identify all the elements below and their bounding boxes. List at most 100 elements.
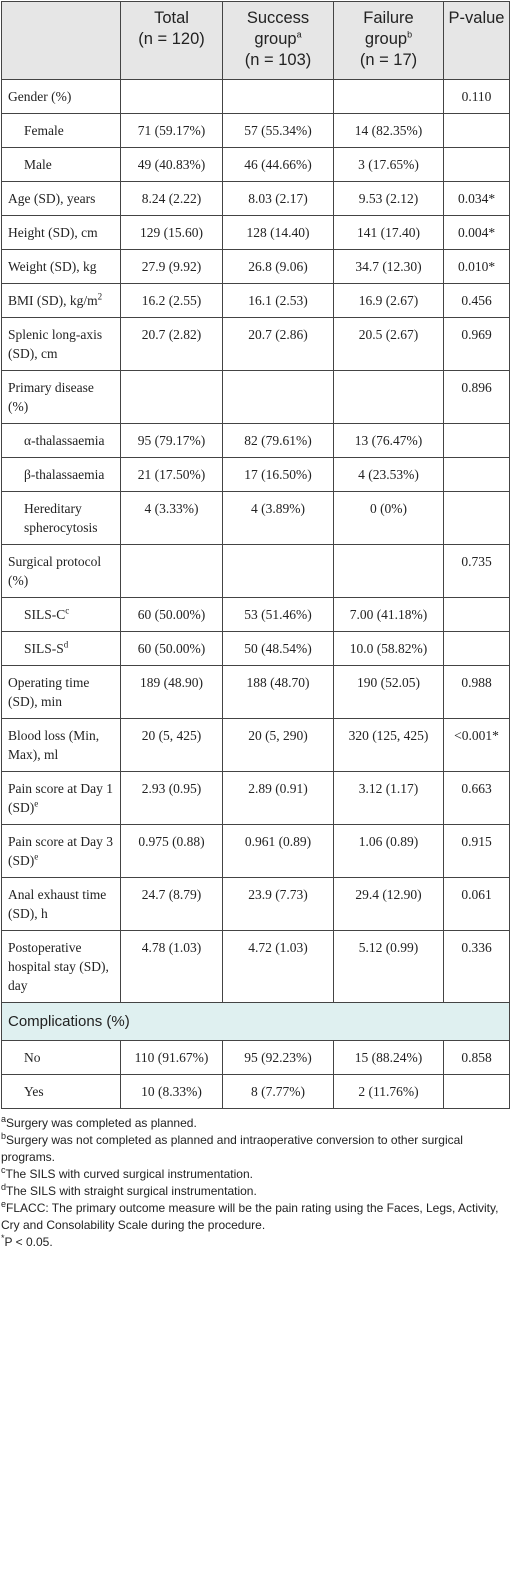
row-label: SILS-Sd — [1, 631, 121, 666]
cell-value: 0.034* — [457, 191, 496, 206]
footnote-text: P < 0.05. — [4, 1235, 53, 1249]
row-label: No — [1, 1040, 121, 1075]
table-row: Female 71 (59.17%) 57 (55.34%) 14 (82.35%) — [1, 113, 510, 148]
cell-value: 0.975 (0.88) — [138, 834, 205, 849]
cell: 20.5 (2.67) — [333, 317, 444, 371]
label-text: SILS-C — [24, 607, 66, 622]
table-row: Hereditary spherocytosis 4 (3.33%) 4 (3.89… — [1, 491, 510, 545]
label-sup: 2 — [97, 291, 103, 302]
label-text: Height (SD), cm — [8, 225, 98, 240]
cell-value: 0 (0%) — [369, 501, 408, 516]
table-row: Weight (SD), kg 27.9 (9.92) 26.8 (9.06) 34.… — [1, 249, 510, 284]
cell: 8.03 (2.17) — [222, 181, 334, 216]
cell-value: 2.89 (0.91) — [248, 781, 308, 796]
cell: 190 (52.05) — [333, 665, 444, 719]
cell: 10 (8.33%) — [120, 1074, 223, 1109]
cell-value: 4.72 (1.03) — [248, 940, 308, 955]
header-sup: b — [407, 29, 413, 40]
cell-value: 24.7 (8.79) — [141, 887, 202, 902]
label-text: Yes — [24, 1084, 44, 1099]
cell-value: 60 (50.00%) — [137, 607, 206, 622]
label-text: Surgical protocol (%) — [8, 554, 102, 588]
cell — [443, 113, 510, 148]
cell — [443, 147, 510, 182]
cell-value: 71 (59.17%) — [137, 123, 206, 138]
cell: 4.78 (1.03) — [120, 930, 223, 1003]
row-label: Height (SD), cm — [1, 215, 121, 250]
table-row: Splenic long-axis (SD), cm 20.7 (2.82) 20.… — [1, 317, 510, 371]
table-row: BMI (SD), kg/m2 16.2 (2.55) 16.1 (2.53) 16.… — [1, 283, 510, 318]
cell: <0.001* — [443, 718, 510, 772]
cell-value: 60 (50.00%) — [137, 641, 206, 656]
cell: 4 (3.89%) — [222, 491, 334, 545]
cell: 0.110 — [443, 79, 510, 114]
cell — [333, 370, 444, 424]
cell: 16.9 (2.67) — [333, 283, 444, 318]
table-row: β-thalassaemia 21 (17.50%) 17 (16.50%) 4 (2… — [1, 457, 510, 492]
row-label: Female — [1, 113, 121, 148]
label-text: Pain score at Day 3 (SD) — [8, 834, 113, 868]
table-body: Gender (%) 0.110 Female 71 (59.17%) 57 (55.3… — [1, 79, 510, 1109]
cell: 0.915 — [443, 824, 510, 878]
header-row: Total (n = 120) Success groupa (n = 103) Fai… — [1, 1, 510, 80]
footnote: *P < 0.05. — [1, 1234, 513, 1251]
row-label: Yes — [1, 1074, 121, 1109]
cell-value: 0.061 — [461, 887, 492, 902]
table-row: Pain score at Day 3 (SD)e 0.975 (0.88) 0.9… — [1, 824, 510, 878]
cell — [443, 631, 510, 666]
label-text: BMI (SD), kg/m — [8, 293, 98, 308]
cell: 0.010* — [443, 249, 510, 284]
label-text: Postoperative hospital stay (SD), day — [8, 940, 109, 993]
cell-value: 53 (51.46%) — [244, 607, 312, 622]
cell-value: 34.7 (12.30) — [355, 259, 422, 274]
cell-value: 26.8 (9.06) — [248, 259, 308, 274]
row-label: Weight (SD), kg — [1, 249, 121, 284]
row-label: Blood loss (Min, Max), ml — [1, 718, 121, 772]
cell: 0.969 — [443, 317, 510, 371]
cell: 0.896 — [443, 370, 510, 424]
footnote-text: Surgery was completed as planned. — [6, 1116, 197, 1130]
corner-cell — [1, 1, 121, 80]
row-label: Pain score at Day 3 (SD)e — [1, 824, 121, 878]
row-label: Hereditary spherocytosis — [1, 491, 121, 545]
cell: 24.7 (8.79) — [120, 877, 223, 931]
cell-value: 7.00 (41.18%) — [349, 607, 428, 622]
cell: 128 (14.40) — [222, 215, 334, 250]
cell-value: 0.896 — [461, 380, 492, 395]
cell: 95 (92.23%) — [222, 1040, 334, 1075]
label-text: β-thalassaemia — [24, 467, 105, 482]
label-sup: e — [34, 798, 39, 809]
label-sup: e — [34, 851, 39, 862]
cell-value: 0.858 — [461, 1050, 492, 1065]
cell: 3 (17.65%) — [333, 147, 444, 182]
cell: 7.00 (41.18%) — [333, 597, 444, 632]
cell — [443, 423, 510, 458]
row-label: Anal exhaust time (SD), h — [1, 877, 121, 931]
cell-value: 95 (92.23%) — [244, 1050, 312, 1065]
cell: 2.93 (0.95) — [120, 771, 223, 825]
table-row: Age (SD), years 8.24 (2.22) 8.03 (2.17) 9.5… — [1, 181, 510, 216]
cell-value: 3 (17.65%) — [358, 157, 419, 172]
cell: 26.8 (9.06) — [222, 249, 334, 284]
cell-value: 20.5 (2.67) — [358, 327, 419, 342]
cell: 10.0 (58.82%) — [333, 631, 444, 666]
table-row: Height (SD), cm 129 (15.60) 128 (14.40) 141… — [1, 215, 510, 250]
cell: 8.24 (2.22) — [120, 181, 223, 216]
cell-value: 188 (48.70) — [246, 675, 310, 690]
cell-value: 129 (15.60) — [140, 225, 203, 240]
cell: 0.663 — [443, 771, 510, 825]
header-n: (n = 17) — [359, 51, 418, 69]
cell-value: 27.9 (9.92) — [141, 259, 202, 274]
cell-value: 29.4 (12.90) — [355, 887, 422, 902]
cell-value: 320 (125, 425) — [348, 728, 429, 743]
row-label: Age (SD), years — [1, 181, 121, 216]
cell: 4 (23.53%) — [333, 457, 444, 492]
cell: 21 (17.50%) — [120, 457, 223, 492]
cell: 0.988 — [443, 665, 510, 719]
cell-value: 0.663 — [461, 781, 492, 796]
cell: 57 (55.34%) — [222, 113, 334, 148]
cell-value: 0.110 — [461, 89, 492, 104]
header-label: Failure group — [363, 9, 414, 48]
row-label: Splenic long-axis (SD), cm — [1, 317, 121, 371]
